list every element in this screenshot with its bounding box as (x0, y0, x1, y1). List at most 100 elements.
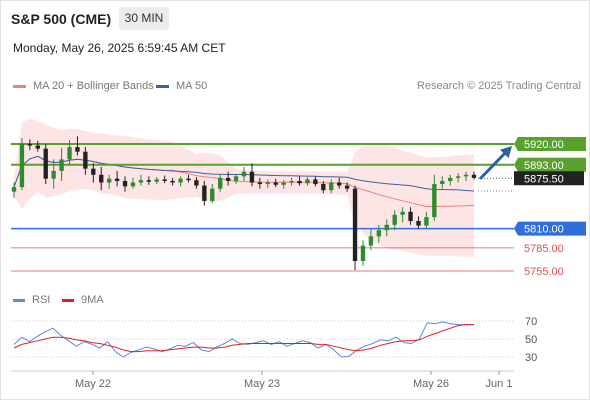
x-tick-label: May 22 (75, 378, 111, 390)
candle-body (114, 178, 120, 181)
candle (194, 177, 199, 189)
timeframe-button[interactable]: 30 MIN (119, 7, 169, 30)
level-label-5920.00: 5920.00 (524, 139, 564, 151)
candle-body (416, 220, 421, 226)
level-label-5755.00: 5755.00 (524, 266, 564, 278)
candle-body (83, 151, 88, 169)
rsi-ma-swatch-icon (62, 298, 74, 302)
candle-body (210, 188, 215, 201)
candle-body (305, 179, 310, 184)
candle-body (202, 185, 207, 201)
candle (27, 139, 33, 151)
bollinger-band (14, 118, 474, 258)
rsi-swatch-icon (13, 298, 25, 302)
candle (305, 177, 310, 186)
candle-body (440, 180, 445, 185)
candle (273, 178, 278, 188)
candle-body (67, 147, 72, 160)
x-tick-label: May 23 (244, 378, 280, 390)
candle-body (368, 236, 374, 246)
candle-body (336, 182, 342, 186)
candle-body (146, 180, 152, 182)
candle-body (162, 179, 167, 181)
candle (336, 177, 342, 189)
candle-body (194, 180, 199, 186)
candle (146, 176, 152, 185)
candle (233, 174, 239, 185)
legend-rsi-ma: 9MA (62, 294, 104, 306)
legend-rsi: RSI (13, 294, 50, 306)
candle (352, 185, 358, 271)
candle-body (99, 174, 104, 183)
candle-body (360, 245, 366, 261)
header-bar: S&P 500 (CME) 30 MIN (0, 0, 590, 36)
candle-body (170, 180, 175, 183)
level-label-5810.00: 5810.00 (524, 224, 564, 236)
legend-ma20: MA 20 + Bollinger Bands (13, 80, 154, 92)
instrument-title: S&P 500 (CME) (11, 11, 112, 27)
candle-body (265, 182, 270, 185)
candle-body (178, 178, 183, 183)
candle (408, 207, 413, 225)
rsi-series-rsi (13, 321, 474, 358)
candle (392, 210, 397, 231)
candle (106, 174, 112, 189)
candle-body (321, 184, 326, 191)
candle (297, 176, 302, 186)
candle-body (329, 182, 334, 191)
candle (122, 176, 128, 192)
candle-body (455, 176, 461, 178)
level-label-5893.00: 5893.00 (524, 160, 564, 172)
candle (11, 182, 17, 198)
rsi-tick-50: 50 (525, 334, 537, 346)
candle (289, 177, 294, 186)
candle (170, 177, 175, 186)
candle-body (400, 211, 405, 215)
candle-body (289, 180, 294, 183)
rsi-tick-70: 70 (525, 316, 537, 328)
legend-ma20-label: MA 20 + Bollinger Bands (33, 80, 154, 92)
candle-body (281, 182, 286, 185)
candle-body (186, 178, 191, 181)
candle-body (122, 180, 128, 187)
x-tick-label: Jun 1 (486, 378, 513, 390)
candle-body (27, 144, 33, 146)
legend-rsi-label: RSI (32, 294, 51, 306)
legend-rsi-ma-label: 9MA (81, 294, 104, 306)
candle (265, 179, 270, 188)
legend-ma50: MA 50 (156, 80, 207, 92)
candle (114, 170, 120, 187)
level-tag-5810.00 (514, 221, 586, 236)
candle-body (218, 177, 223, 189)
research-credit: Research © 2025 Trading Central (416, 80, 581, 92)
candle (130, 177, 136, 189)
candle (241, 167, 247, 181)
candle-body (257, 182, 263, 185)
last-price-tag (514, 171, 584, 186)
candle-body (91, 168, 96, 175)
candle (83, 147, 88, 175)
candle (257, 177, 263, 189)
candle (19, 137, 25, 191)
candle (249, 163, 255, 187)
candle (455, 173, 461, 183)
candle (162, 175, 167, 184)
candle (51, 159, 56, 189)
candle-body (43, 148, 48, 179)
candle (344, 182, 350, 192)
target-arrow-head-icon (500, 146, 512, 159)
candle-body (297, 180, 302, 184)
candle (138, 174, 144, 186)
candle (218, 174, 223, 192)
level-tag-5893.00 (514, 157, 586, 172)
candle (424, 211, 429, 229)
candle-body (51, 170, 56, 179)
level-tag-5920.00 (514, 137, 586, 151)
target-arrow-line (478, 148, 510, 180)
candle (384, 219, 389, 237)
candle-body (463, 174, 469, 177)
last-price-label: 5875.50 (524, 173, 564, 185)
ma20-swatch-icon (13, 84, 26, 88)
candle (360, 240, 366, 266)
